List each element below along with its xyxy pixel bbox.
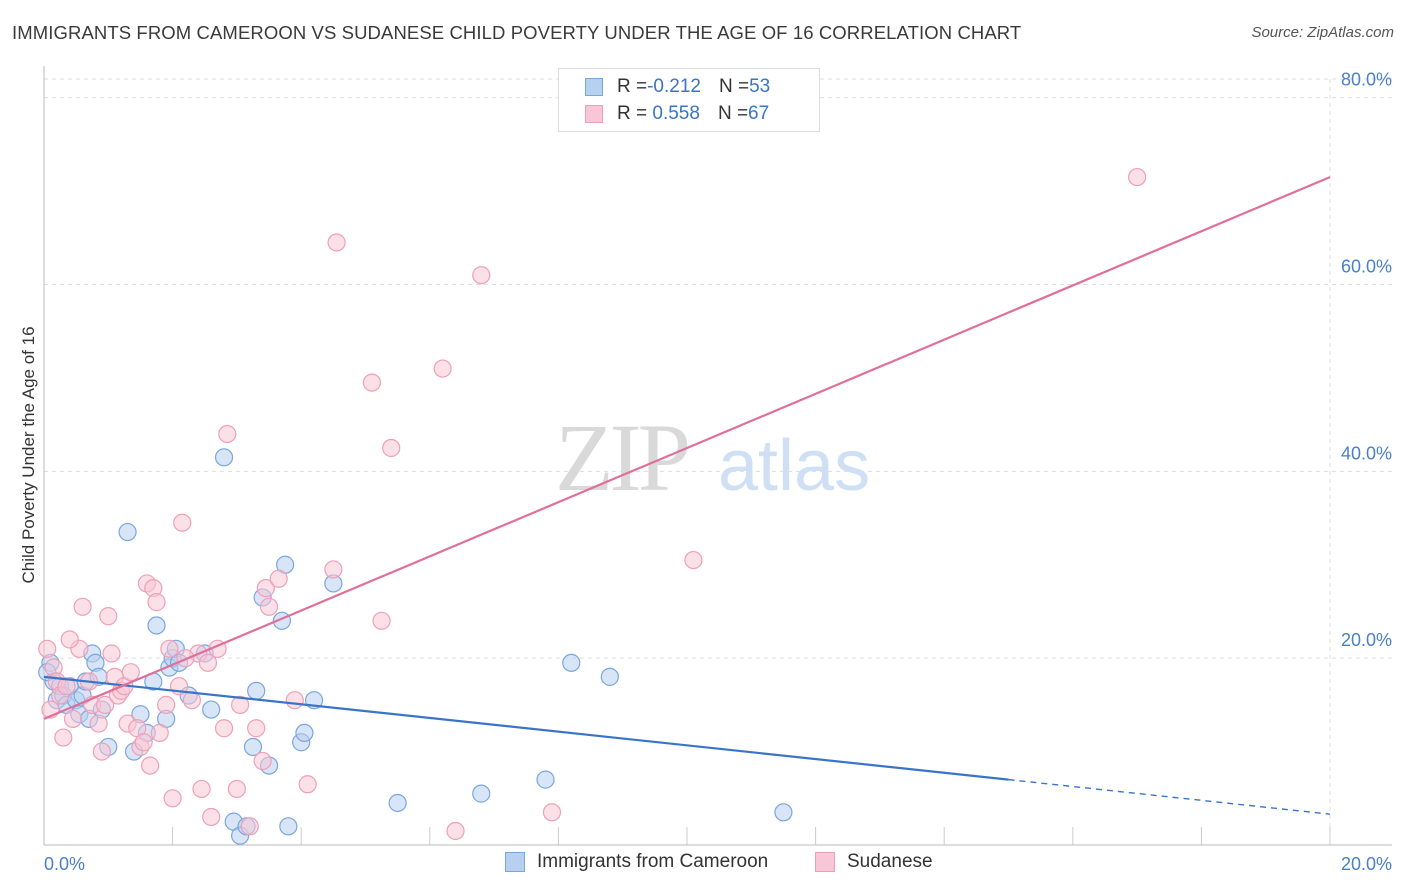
sudanese-point bbox=[95, 695, 115, 714]
sudanese-point bbox=[253, 751, 272, 771]
sudanese-point bbox=[1127, 167, 1147, 187]
cameroon-trend-extension bbox=[1008, 778, 1331, 815]
sudanese-point bbox=[231, 695, 250, 714]
source-credit: Source: ZipAtlas.com bbox=[1251, 24, 1394, 41]
cameroon-point bbox=[774, 803, 793, 822]
sudanese-point bbox=[63, 709, 83, 728]
sudanese-point bbox=[382, 438, 401, 458]
legend-n-label: N = bbox=[717, 103, 749, 124]
sudanese-point bbox=[684, 550, 703, 570]
sudanese-point bbox=[202, 807, 221, 827]
sudanese-point bbox=[160, 639, 179, 658]
legend: R = -0.212 N = 53 R = 0.558 N = 67 bbox=[558, 68, 820, 132]
legend-swatch-sudanese bbox=[585, 105, 603, 123]
sudanese-point bbox=[163, 789, 182, 808]
sudanese-point bbox=[269, 569, 288, 588]
x-tick-label: 0.0% bbox=[44, 854, 85, 874]
trend-lines bbox=[43, 176, 1331, 815]
sudanese-point bbox=[89, 714, 108, 733]
cameroon-point bbox=[243, 737, 263, 757]
x-tick-label: 20.0% bbox=[1341, 854, 1392, 874]
cameroon-point bbox=[147, 616, 166, 635]
bottom-legend-sudanese: Sudanese bbox=[815, 851, 933, 873]
bottom-legend-label: Sudanese bbox=[847, 851, 933, 872]
sudanese-point bbox=[472, 266, 491, 285]
cameroon-point bbox=[295, 723, 314, 743]
cameroon-point bbox=[247, 681, 266, 700]
cameroon-point bbox=[536, 770, 555, 789]
sudanese-point bbox=[134, 733, 153, 752]
legend-r-value: 0.558 bbox=[647, 103, 700, 124]
y-tick-label: 20.0% bbox=[1341, 630, 1392, 650]
sudanese-point bbox=[147, 593, 166, 612]
sudanese-point bbox=[92, 742, 111, 761]
legend-n-value: 67 bbox=[748, 103, 770, 124]
sudanese-point bbox=[57, 677, 76, 696]
cameroon-point bbox=[472, 784, 491, 803]
chart-title: IMMIGRANTS FROM CAMEROON VS SUDANESE CHI… bbox=[12, 22, 1022, 43]
sudanese-point bbox=[372, 611, 391, 630]
sudanese-point bbox=[192, 779, 211, 799]
sudanese-points bbox=[38, 167, 1147, 841]
sudanese-trend-line bbox=[43, 176, 1331, 720]
sudanese-point bbox=[150, 723, 169, 743]
sudanese-point bbox=[227, 779, 246, 799]
watermark-atlas: atlas bbox=[718, 426, 870, 506]
cameroon-point bbox=[214, 448, 234, 467]
sudanese-point bbox=[256, 579, 275, 598]
sudanese-point bbox=[259, 597, 279, 616]
legend-n-value: 53 bbox=[749, 76, 771, 97]
sudanese-point bbox=[157, 695, 176, 714]
cameroon-point bbox=[562, 653, 581, 672]
cameroon-point bbox=[118, 522, 137, 542]
sudanese-point bbox=[327, 233, 346, 252]
cameroon-point bbox=[202, 700, 221, 719]
sudanese-point bbox=[73, 597, 92, 616]
sudanese-point bbox=[173, 513, 192, 532]
bottom-legend-cameroon: Immigrants from Cameroon bbox=[505, 851, 768, 873]
sudanese-point bbox=[446, 821, 465, 841]
legend-swatch-cameroon bbox=[585, 78, 603, 96]
bottom-legend: Immigrants from Cameroon Sudanese bbox=[0, 851, 1406, 879]
tick-labels: 20.0% 40.0% 60.0% 80.0% 0.0% 20.0% bbox=[44, 70, 1392, 874]
sudanese-point bbox=[121, 663, 140, 682]
sudanese-point bbox=[285, 691, 304, 710]
y-tick-label: 80.0% bbox=[1341, 70, 1392, 90]
cameroon-trend-line bbox=[43, 675, 1009, 781]
sudanese-point bbox=[198, 653, 218, 672]
sudanese-point bbox=[433, 359, 452, 378]
legend-row-cameroon: R = -0.212 N = 53 bbox=[585, 75, 770, 99]
legend-row-sudanese: R = 0.558 N = 67 bbox=[585, 102, 769, 126]
cameroon-point bbox=[600, 667, 619, 686]
bottom-legend-swatch-cameroon bbox=[505, 852, 525, 872]
sudanese-point bbox=[324, 560, 343, 579]
sudanese-point bbox=[54, 728, 73, 747]
sudanese-point bbox=[140, 756, 160, 775]
sudanese-point bbox=[542, 803, 562, 822]
sudanese-point bbox=[102, 644, 121, 663]
legend-r-value: -0.212 bbox=[647, 76, 701, 97]
sudanese-point bbox=[99, 607, 118, 626]
sudanese-point bbox=[60, 630, 79, 649]
sudanese-point bbox=[218, 424, 237, 444]
cameroon-point bbox=[388, 793, 407, 813]
sudanese-point bbox=[298, 775, 317, 794]
legend-n-label: N = bbox=[718, 76, 750, 97]
y-tick-label: 40.0% bbox=[1341, 443, 1392, 463]
cameroon-point bbox=[279, 817, 298, 836]
sudanese-point bbox=[214, 719, 234, 738]
legend-r-label: R = bbox=[617, 76, 648, 97]
sudanese-point bbox=[38, 639, 57, 658]
bottom-legend-label: Immigrants from Cameroon bbox=[537, 851, 769, 872]
y-axis-label: Child Poverty Under the Age of 16 bbox=[19, 326, 38, 583]
y-tick-label: 60.0% bbox=[1341, 257, 1392, 277]
sudanese-point bbox=[247, 719, 266, 738]
sudanese-point bbox=[362, 373, 382, 392]
legend-r-label: R = bbox=[617, 103, 648, 124]
bottom-legend-swatch-sudanese bbox=[815, 852, 835, 872]
sudanese-point bbox=[240, 817, 259, 836]
